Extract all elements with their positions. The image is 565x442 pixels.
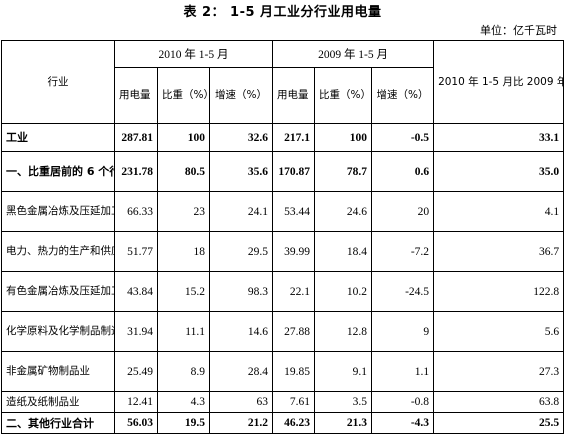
usage-2010: 43.84 — [114, 271, 158, 312]
header-share-2009: 比重（%） — [314, 67, 373, 124]
growth-2010: 98.3 — [208, 271, 274, 312]
header-row-periods: 行业 2010 年 1-5 月 2009 年 1-5 月 2010 年 1-5 … — [1, 40, 565, 124]
usage-2009: 19.85 — [272, 351, 316, 392]
table-row: 电力、热力的生产和供应业 51.77 18 29.5 39.99 18.4 -7… — [1, 231, 565, 272]
row-name: 一、比重居前的 6 个行业合计 — [1, 151, 115, 192]
growth-2010: 28.4 — [208, 351, 274, 392]
usage-2010: 66.33 — [114, 191, 158, 232]
table-row: 非金属矿物制品业 25.49 8.9 28.4 19.85 9.1 1.1 27… — [1, 351, 565, 392]
growth-2010: 21.2 — [208, 412, 274, 434]
table-row: 有色金属冶炼及压延加工业 43.84 15.2 98.3 22.1 10.2 -… — [1, 271, 565, 312]
share-2009: 3.5 — [314, 391, 373, 413]
row-name: 黑色金属冶炼及压延加工业 — [1, 191, 115, 232]
share-2009: 100 — [314, 123, 373, 152]
share-2009: 18.4 — [314, 231, 373, 272]
table-row: 化学原料及化学制品制造业 31.94 11.1 14.6 27.88 12.8 … — [1, 311, 565, 352]
usage-2009: 39.99 — [272, 231, 316, 272]
header-usage-2010: 用电量 — [114, 67, 158, 124]
unit-label: 单位：亿千瓦时 — [480, 24, 557, 37]
usage-2010: 12.41 — [114, 391, 158, 413]
usage-2009: 170.87 — [272, 151, 316, 192]
growth-2010: 29.5 — [208, 231, 274, 272]
row-name: 工业 — [1, 123, 115, 152]
share-2010: 19.5 — [157, 412, 210, 434]
growth-2009: 20 — [371, 191, 435, 232]
growth-2010: 63 — [208, 391, 274, 413]
header-industry: 行业 — [1, 40, 115, 124]
share-2009: 21.3 — [314, 412, 373, 434]
usage-2009: 27.88 — [272, 311, 316, 352]
table-row: 黑色金属冶炼及压延加工业 66.33 23 24.1 53.44 24.6 20… — [1, 191, 565, 232]
share-2010: 8.9 — [157, 351, 210, 392]
table-row: 造纸及纸制品业 12.41 4.3 63 7.61 3.5 -0.8 63.8 — [1, 391, 565, 413]
growth-2010: 32.6 — [208, 123, 274, 152]
change-points: 63.8 — [433, 391, 565, 413]
growth-2009: 0.6 — [371, 151, 435, 192]
usage-2009: 7.61 — [272, 391, 316, 413]
table-row-other-total: 二、其他行业合计 56.03 19.5 21.2 46.23 21.3 -4.3… — [1, 412, 565, 434]
share-2010: 15.2 — [157, 271, 210, 312]
usage-2010: 56.03 — [114, 412, 158, 434]
growth-2010: 24.1 — [208, 191, 274, 232]
row-name: 造纸及纸制品业 — [1, 391, 115, 413]
header-usage-2009: 用电量 — [272, 67, 316, 124]
header-share-2010: 比重（%） — [157, 67, 210, 124]
share-2009: 78.7 — [314, 151, 373, 192]
share-2010: 18 — [157, 231, 210, 272]
share-2009: 24.6 — [314, 191, 373, 232]
change-points: 35.0 — [433, 151, 565, 192]
usage-2010: 231.78 — [114, 151, 158, 192]
growth-2009: -24.5 — [371, 271, 435, 312]
growth-2010: 35.6 — [208, 151, 274, 192]
share-2010: 80.5 — [157, 151, 210, 192]
header-change: 2010 年 1-5 月比 2009 年 1-5 月增速同比 ±（百分点） — [433, 40, 565, 124]
growth-2009: 9 — [371, 311, 435, 352]
share-2009: 12.8 — [314, 311, 373, 352]
usage-2009: 22.1 — [272, 271, 316, 312]
share-2009: 9.1 — [314, 351, 373, 392]
share-2010: 11.1 — [157, 311, 210, 352]
change-points: 5.6 — [433, 311, 565, 352]
usage-2009: 53.44 — [272, 191, 316, 232]
usage-2010: 31.94 — [114, 311, 158, 352]
growth-2009: -7.2 — [371, 231, 435, 272]
header-period-2010: 2010 年 1-5 月 — [113, 40, 274, 68]
page-title: 表 2： 1-5 月工业分行业用电量 — [183, 5, 382, 20]
usage-2010: 51.77 — [114, 231, 158, 272]
growth-2009: -0.8 — [371, 391, 435, 413]
header-period-2009: 2009 年 1-5 月 — [272, 40, 435, 68]
change-points: 4.1 — [433, 191, 565, 232]
change-points: 36.7 — [433, 231, 565, 272]
row-name: 非金属矿物制品业 — [1, 351, 115, 392]
change-points: 25.5 — [433, 412, 565, 434]
usage-2009: 46.23 — [272, 412, 316, 434]
growth-2009: 1.1 — [371, 351, 435, 392]
share-2010: 23 — [157, 191, 210, 232]
table-row-industry-total: 工业 287.81 100 32.6 217.1 100 -0.5 33.1 — [1, 123, 565, 152]
growth-2009: -0.5 — [371, 123, 435, 152]
header-row-metrics: 用电量 比重（%） 增速（%） 用电量 比重（%） 增速（%） — [2, 67, 564, 124]
change-points: 33.1 — [433, 123, 565, 152]
share-2009: 10.2 — [314, 271, 373, 312]
change-points: 27.3 — [433, 351, 565, 392]
usage-2010: 287.81 — [114, 123, 158, 152]
table-row-top6-total: 一、比重居前的 6 个行业合计 231.78 80.5 35.6 170.87 … — [1, 151, 565, 192]
share-2010: 4.3 — [157, 391, 210, 413]
header-growth-2010: 增速（%） — [208, 67, 274, 124]
usage-2010: 25.49 — [114, 351, 158, 392]
row-name: 有色金属冶炼及压延加工业 — [1, 271, 115, 312]
electricity-usage-table: 行业 2010 年 1-5 月 2009 年 1-5 月 2010 年 1-5 … — [1, 40, 565, 434]
change-points: 122.8 — [433, 271, 565, 312]
row-name: 二、其他行业合计 — [1, 412, 115, 434]
usage-2009: 217.1 — [272, 123, 316, 152]
growth-2009: -4.3 — [371, 412, 435, 434]
header-growth-2009: 增速（%） — [371, 67, 435, 124]
share-2010: 100 — [157, 123, 210, 152]
row-name: 化学原料及化学制品制造业 — [1, 311, 115, 352]
growth-2010: 14.6 — [208, 311, 274, 352]
row-name: 电力、热力的生产和供应业 — [1, 231, 115, 272]
